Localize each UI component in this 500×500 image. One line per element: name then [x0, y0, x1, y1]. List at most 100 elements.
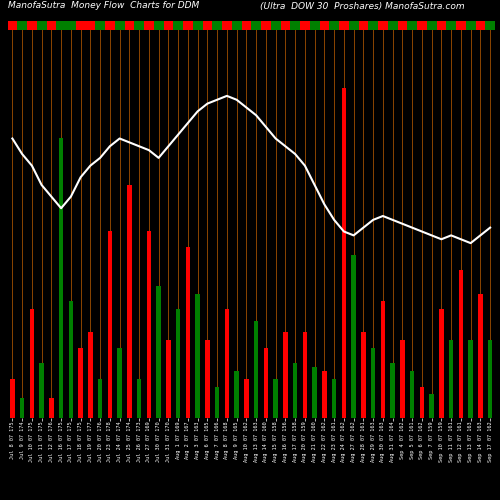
- Bar: [329, 21, 339, 30]
- Bar: [205, 340, 210, 417]
- Bar: [56, 21, 66, 30]
- Bar: [59, 138, 64, 417]
- Bar: [398, 21, 407, 30]
- Bar: [290, 21, 300, 30]
- Bar: [88, 332, 92, 418]
- Bar: [212, 21, 222, 30]
- Bar: [280, 21, 290, 30]
- Bar: [17, 21, 27, 30]
- Bar: [76, 21, 86, 30]
- Bar: [95, 21, 105, 30]
- Bar: [368, 21, 378, 30]
- Bar: [37, 21, 46, 30]
- Bar: [146, 232, 151, 418]
- Bar: [274, 379, 278, 418]
- Bar: [68, 301, 73, 418]
- Bar: [166, 340, 170, 417]
- Bar: [215, 386, 220, 418]
- Bar: [371, 348, 376, 418]
- Bar: [124, 21, 134, 30]
- Bar: [283, 332, 288, 418]
- Bar: [164, 21, 173, 30]
- Bar: [154, 21, 164, 30]
- Bar: [40, 363, 44, 418]
- Bar: [378, 21, 388, 30]
- Bar: [271, 21, 280, 30]
- Bar: [244, 379, 248, 418]
- Bar: [439, 309, 444, 418]
- Bar: [108, 232, 112, 418]
- Bar: [183, 21, 193, 30]
- Bar: [202, 21, 212, 30]
- Bar: [196, 294, 200, 418]
- Bar: [400, 340, 404, 417]
- Bar: [300, 21, 310, 30]
- Bar: [417, 21, 427, 30]
- Bar: [458, 270, 463, 418]
- Bar: [66, 21, 76, 30]
- Bar: [252, 21, 261, 30]
- Text: (Ultra  DOW 30  Proshares) ManofaSutra.com: (Ultra DOW 30 Proshares) ManofaSutra.com: [260, 2, 464, 11]
- Bar: [485, 21, 495, 30]
- Bar: [176, 309, 180, 418]
- Bar: [186, 247, 190, 418]
- Bar: [339, 21, 349, 30]
- Bar: [86, 21, 95, 30]
- Bar: [410, 371, 414, 418]
- Bar: [420, 386, 424, 418]
- Bar: [466, 21, 475, 30]
- Bar: [361, 332, 366, 418]
- Bar: [310, 21, 320, 30]
- Bar: [222, 21, 232, 30]
- Bar: [193, 21, 202, 30]
- Bar: [358, 21, 368, 30]
- Bar: [156, 286, 161, 418]
- Bar: [456, 21, 466, 30]
- Bar: [430, 394, 434, 417]
- Bar: [312, 367, 317, 418]
- Bar: [264, 348, 268, 418]
- Bar: [388, 21, 398, 30]
- Bar: [427, 21, 436, 30]
- Bar: [98, 379, 102, 418]
- Bar: [174, 21, 183, 30]
- Bar: [476, 21, 485, 30]
- Bar: [49, 398, 54, 417]
- Bar: [390, 363, 395, 418]
- Bar: [320, 21, 329, 30]
- Bar: [478, 294, 482, 418]
- Bar: [46, 21, 56, 30]
- Bar: [302, 332, 307, 418]
- Bar: [352, 254, 356, 418]
- Bar: [449, 340, 454, 417]
- Bar: [468, 340, 473, 417]
- Bar: [105, 21, 115, 30]
- Bar: [254, 320, 258, 418]
- Bar: [144, 21, 154, 30]
- Bar: [436, 21, 446, 30]
- Bar: [20, 398, 24, 417]
- Bar: [27, 21, 37, 30]
- Bar: [349, 21, 358, 30]
- Bar: [127, 185, 132, 418]
- Text: ManofaSutra  Money Flow  Charts for DDM: ManofaSutra Money Flow Charts for DDM: [8, 2, 199, 11]
- Bar: [261, 21, 271, 30]
- Bar: [137, 379, 141, 418]
- Bar: [242, 21, 252, 30]
- Bar: [380, 301, 385, 418]
- Bar: [488, 340, 492, 417]
- Bar: [342, 88, 346, 418]
- Bar: [134, 21, 144, 30]
- Bar: [224, 309, 229, 418]
- Bar: [407, 21, 417, 30]
- Bar: [234, 371, 239, 418]
- Bar: [322, 371, 326, 418]
- Bar: [30, 309, 34, 418]
- Bar: [115, 21, 124, 30]
- Bar: [332, 379, 336, 418]
- Bar: [78, 348, 83, 418]
- Bar: [118, 348, 122, 418]
- Bar: [232, 21, 241, 30]
- Bar: [10, 379, 14, 418]
- Bar: [293, 363, 298, 418]
